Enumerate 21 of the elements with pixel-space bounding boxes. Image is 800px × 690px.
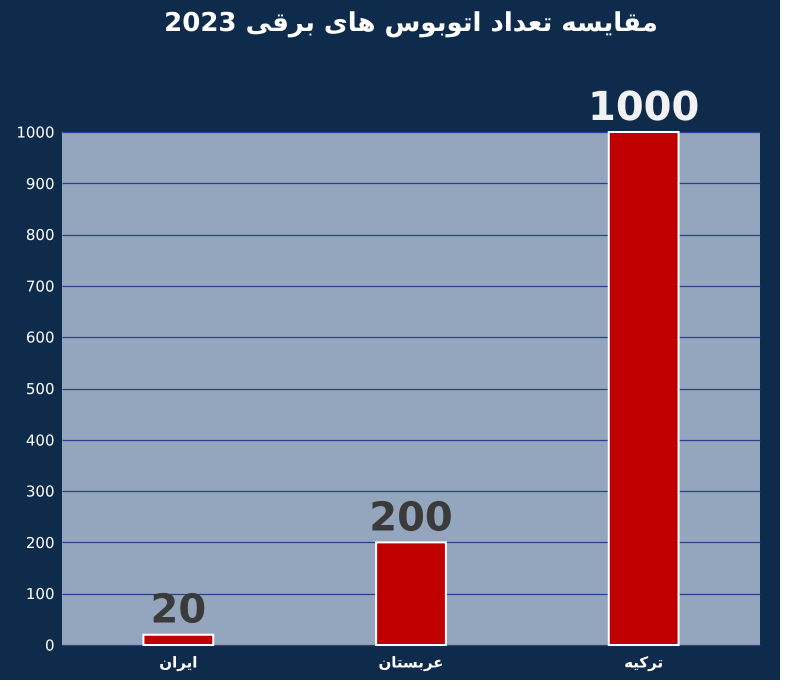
- y-tick-label: 500: [26, 380, 54, 398]
- data-label: 1000: [588, 84, 700, 130]
- data-label: 20: [150, 586, 206, 633]
- y-tick-label: 1000: [16, 124, 54, 142]
- y-tick-label: 700: [26, 277, 54, 296]
- chart-title: مقایسه تعداد اتوبوس های برقی 2023: [164, 8, 658, 38]
- data-label: 200: [369, 494, 453, 540]
- y-tick-label: 200: [26, 534, 54, 552]
- y-tick-label: 600: [26, 328, 54, 347]
- bar: [142, 634, 214, 646]
- x-tick-label: ایران: [159, 654, 198, 672]
- y-tick-label: 0: [44, 636, 54, 654]
- y-tick-label: 300: [26, 482, 54, 501]
- bar: [375, 541, 447, 646]
- y-tick-label: 400: [26, 431, 54, 450]
- y-tick-label: 100: [26, 585, 54, 604]
- x-tick-label: ترکیه: [624, 654, 664, 672]
- y-tick-label: 800: [26, 226, 54, 244]
- x-tick-label: عربستان: [378, 654, 444, 672]
- bar: [608, 131, 680, 646]
- y-tick-label: 900: [26, 174, 54, 193]
